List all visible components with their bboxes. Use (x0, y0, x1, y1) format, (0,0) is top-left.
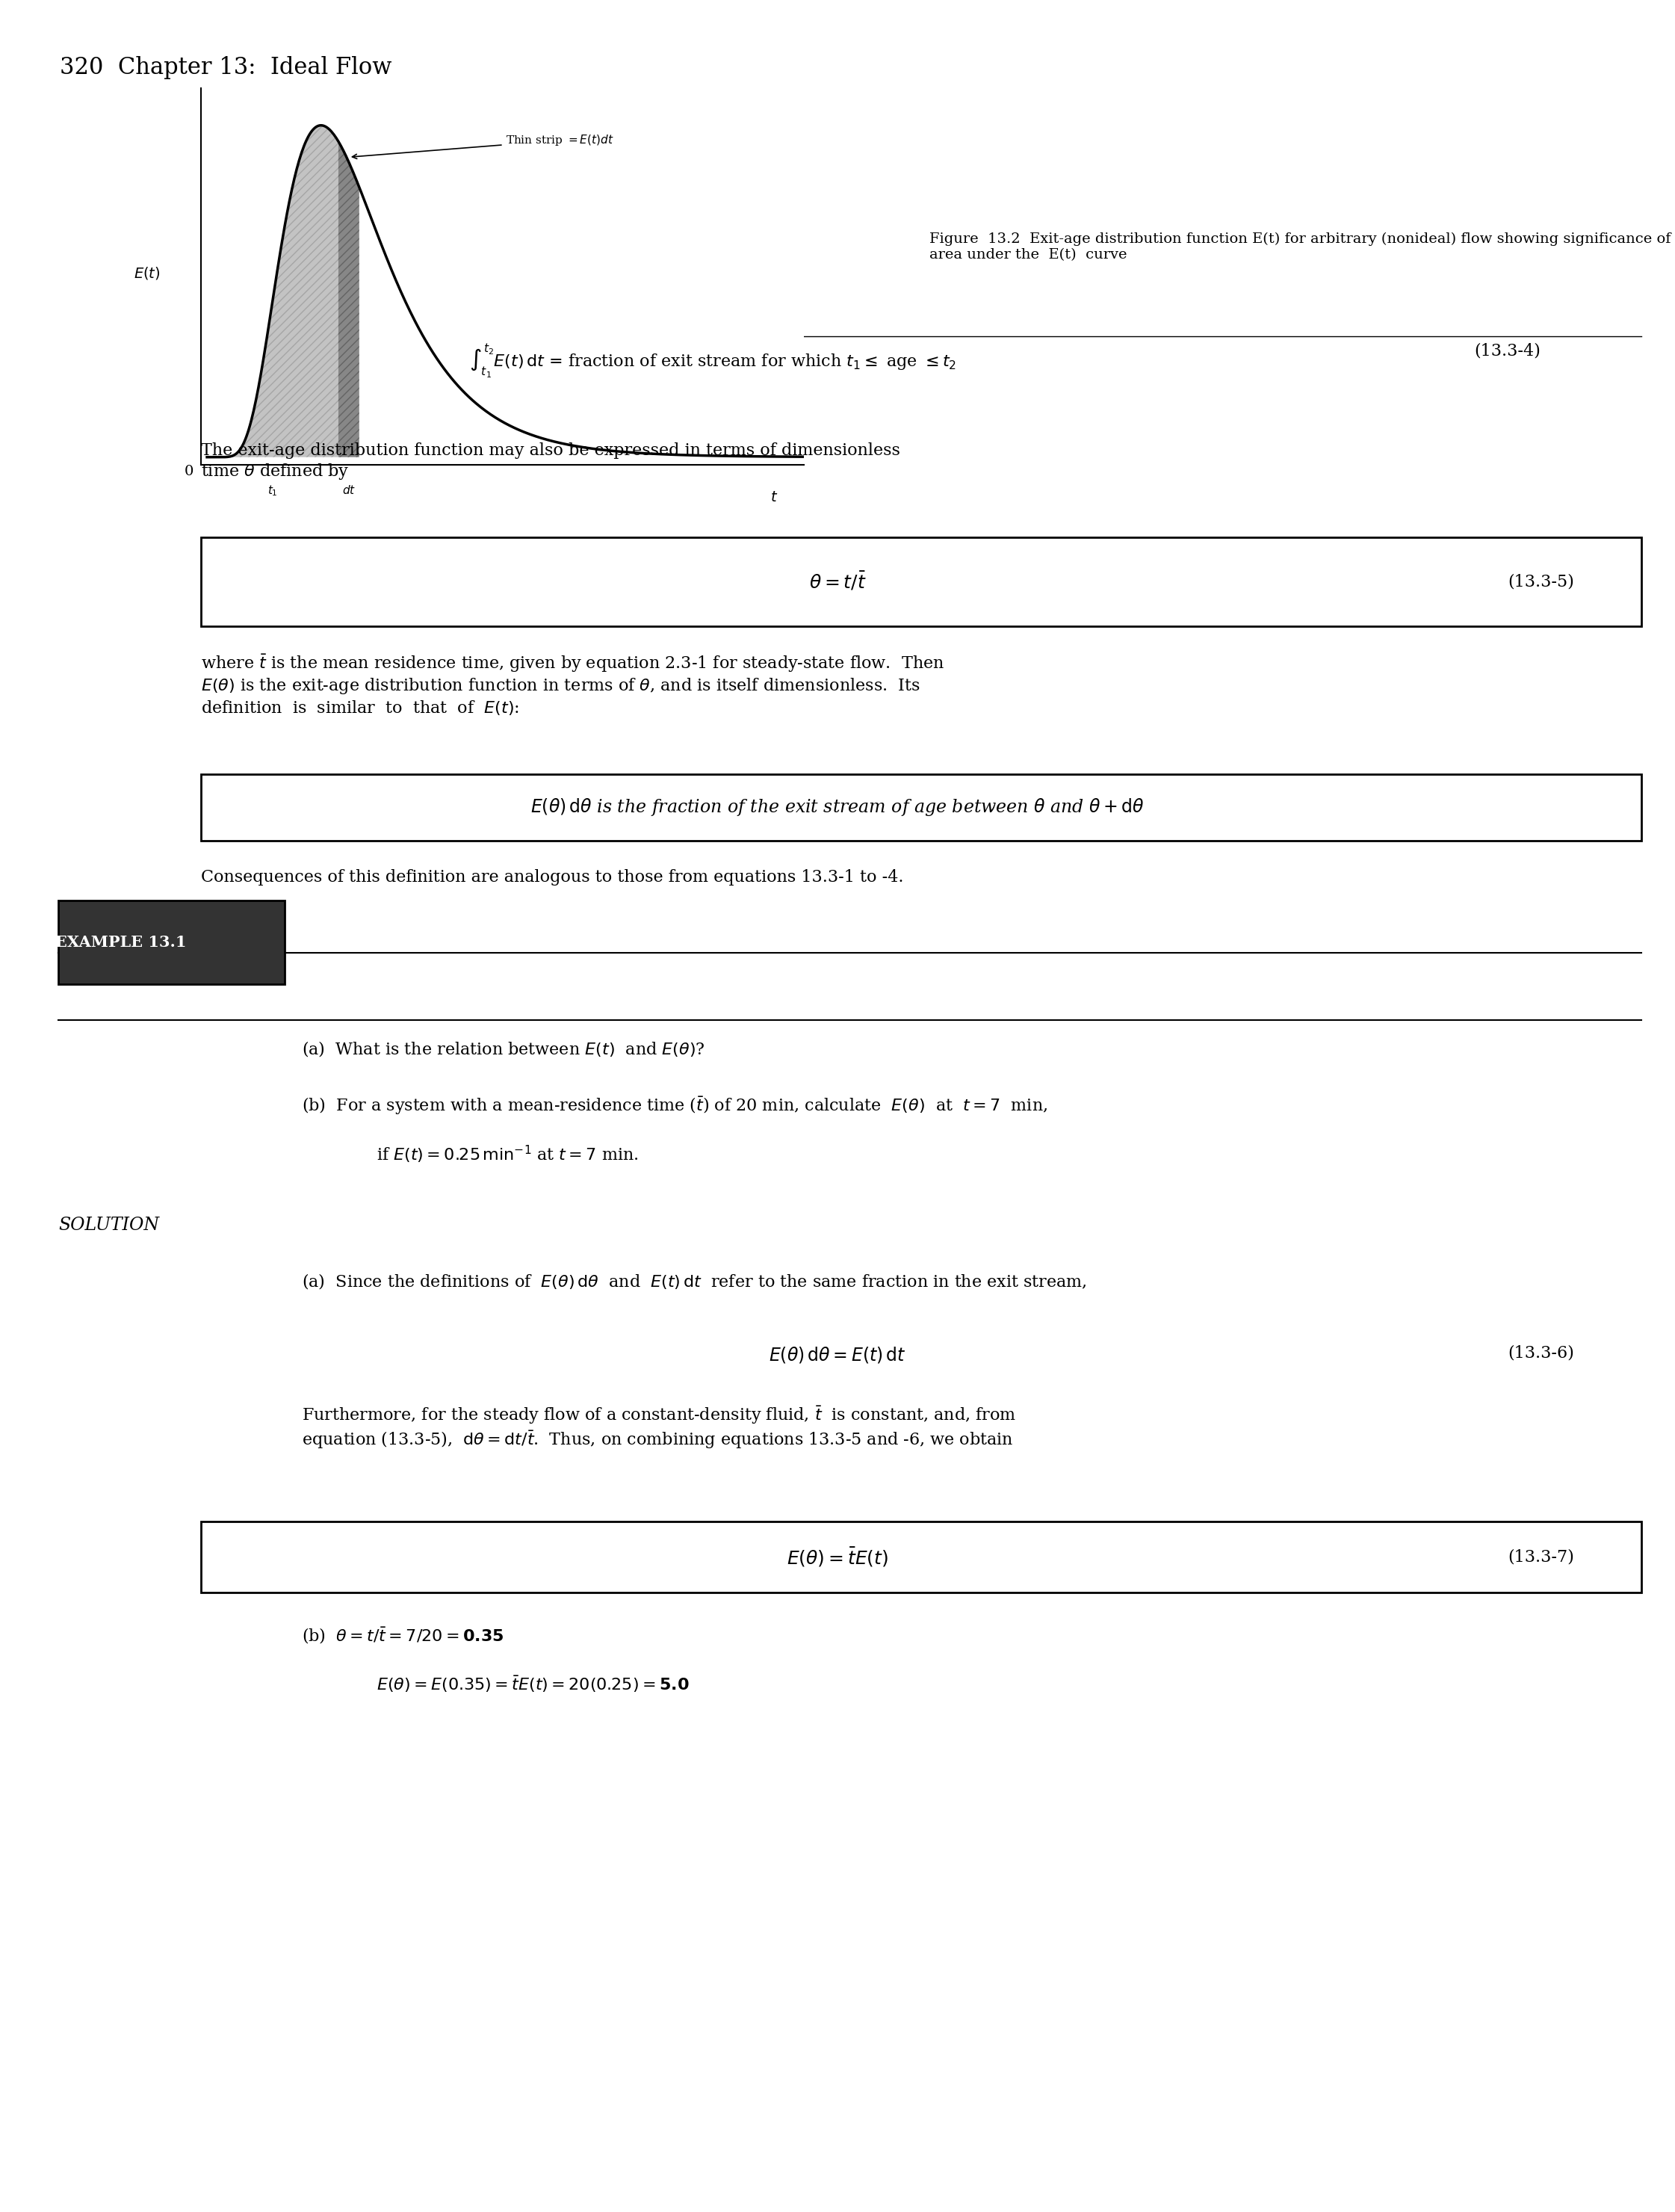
Text: $E(t)$: $E(t)$ (134, 265, 161, 281)
Text: (b)  $\theta = t/\bar{t} = 7/20 = \mathbf{0.35}$: (b) $\theta = t/\bar{t} = 7/20 = \mathbf… (302, 1626, 504, 1646)
Text: (13.3-4): (13.3-4) (1474, 343, 1541, 358)
Text: $E(\theta)\,\mathrm{d}\theta$ is the fraction of the exit stream of age between : $E(\theta)\,\mathrm{d}\theta$ is the fra… (531, 796, 1144, 818)
Text: (b)  For a system with a mean-residence time ($\bar{t}$) of 20 min, calculate  $: (b) For a system with a mean-residence t… (302, 1095, 1047, 1117)
Text: $dt$: $dt$ (342, 484, 355, 495)
Text: $\int_{t_1}^{t_2} E(t)\,\mathrm{d}t$ = fraction of exit stream for which $t_1 \l: $\int_{t_1}^{t_2} E(t)\,\mathrm{d}t$ = f… (469, 343, 956, 380)
Text: Thin strip $= E(t)dt$: Thin strip $= E(t)dt$ (352, 133, 613, 159)
Text: $E(\theta) = \bar{t}E(t)$: $E(\theta) = \bar{t}E(t)$ (787, 1546, 888, 1568)
Text: (a)  What is the relation between $E(t)$  and $E(\theta)$?: (a) What is the relation between $E(t)$ … (302, 1040, 705, 1057)
Text: (13.3-7): (13.3-7) (1508, 1548, 1574, 1566)
Text: $E(\theta)\,\mathrm{d}\theta = E(t)\,\mathrm{d}t$: $E(\theta)\,\mathrm{d}\theta = E(t)\,\ma… (769, 1345, 906, 1365)
Text: 320  Chapter 13:  Ideal Flow: 320 Chapter 13: Ideal Flow (60, 55, 392, 80)
Text: where $\bar{t}$ is the mean residence time, given by equation 2.3-1 for steady-s: where $\bar{t}$ is the mean residence ti… (201, 653, 945, 717)
Text: Consequences of this definition are analogous to those from equations 13.3-1 to : Consequences of this definition are anal… (201, 869, 903, 885)
Text: Figure  13.2  Exit-age distribution function E(t) for arbitrary (nonideal) flow : Figure 13.2 Exit-age distribution functi… (930, 232, 1672, 261)
Text: (13.3-6): (13.3-6) (1508, 1345, 1574, 1360)
Text: (13.3-5): (13.3-5) (1508, 573, 1574, 591)
Text: $E(\theta) = E(0.35) = \bar{t}E(t) = 20(0.25) = \mathbf{5.0}$: $E(\theta) = E(0.35) = \bar{t}E(t) = 20(… (377, 1674, 690, 1694)
Text: EXAMPLE 13.1: EXAMPLE 13.1 (55, 936, 186, 949)
Text: $t_1$: $t_1$ (268, 484, 278, 498)
Text: Furthermore, for the steady flow of a constant-density fluid, $\bar{t}$  is cons: Furthermore, for the steady flow of a co… (302, 1405, 1017, 1451)
Text: 0: 0 (184, 465, 194, 478)
Text: $\theta = t/\bar{t}$: $\theta = t/\bar{t}$ (809, 571, 866, 593)
Text: SOLUTION: SOLUTION (59, 1217, 159, 1234)
Text: if $E(t) = 0.25\,\mathrm{min}^{-1}$ at $t = 7$ min.: if $E(t) = 0.25\,\mathrm{min}^{-1}$ at $… (377, 1144, 638, 1166)
Text: (a)  Since the definitions of  $E(\theta)\,\mathrm{d}\theta$  and  $E(t)\,\mathr: (a) Since the definitions of $E(\theta)\… (302, 1272, 1087, 1290)
Text: The exit-age distribution function may also be expressed in terms of dimensionle: The exit-age distribution function may a… (201, 442, 899, 482)
Text: $t$: $t$ (770, 491, 777, 504)
